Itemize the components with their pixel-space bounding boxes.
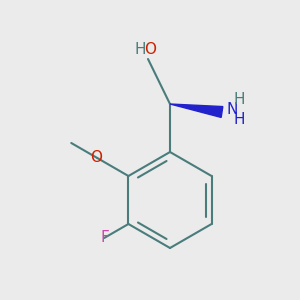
Text: O: O (144, 41, 156, 56)
Text: N: N (226, 101, 237, 116)
Text: H: H (134, 41, 146, 56)
Text: F: F (101, 230, 110, 245)
Text: H: H (233, 92, 245, 106)
Text: O: O (90, 149, 102, 164)
Polygon shape (170, 104, 223, 117)
Text: H: H (233, 112, 245, 128)
